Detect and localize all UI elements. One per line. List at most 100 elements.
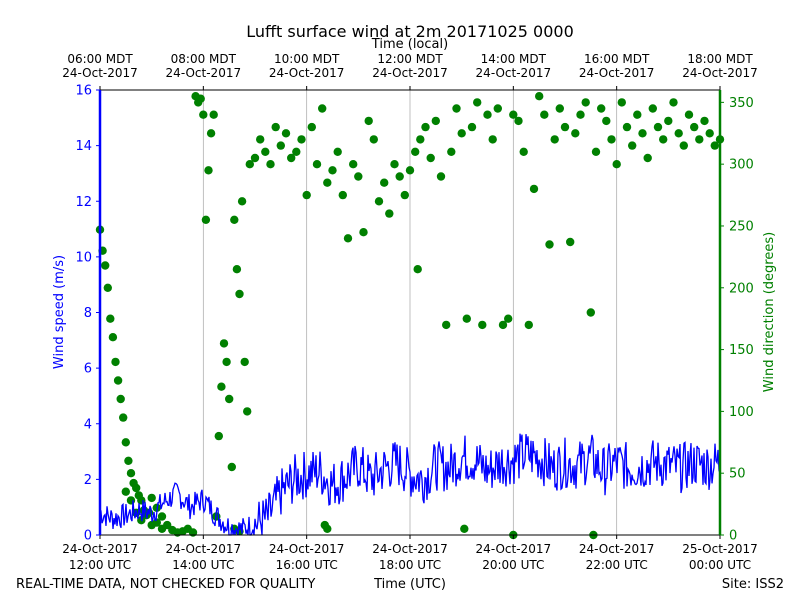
direction-point xyxy=(571,129,580,138)
direction-point xyxy=(219,339,229,348)
top-tick-label: 24-Oct-2017 xyxy=(62,66,138,80)
direction-point xyxy=(359,228,368,237)
direction-point xyxy=(204,166,213,175)
direction-point xyxy=(201,215,211,224)
right-tick-label: 350 xyxy=(729,96,754,111)
direction-point xyxy=(710,141,719,150)
direction-point xyxy=(237,197,247,206)
direction-point xyxy=(460,524,469,533)
right-tick-label: 200 xyxy=(729,281,754,296)
direction-point xyxy=(323,524,332,533)
x-tick-label: 18:00 UTC xyxy=(379,558,441,572)
direction-point xyxy=(157,512,167,521)
direction-point xyxy=(659,135,668,144)
direction-point xyxy=(566,237,575,247)
direction-point xyxy=(622,122,632,132)
direction-point xyxy=(157,524,167,533)
direction-point xyxy=(545,240,554,249)
left-ticks: 0 2 4 6 8 10 12 14 16 xyxy=(75,84,100,544)
x-tick-label: 24-Oct-2017 xyxy=(269,542,345,556)
x-tick-label: 24-Oct-2017 xyxy=(476,542,552,556)
direction-point xyxy=(447,147,456,156)
direction-point xyxy=(586,308,595,317)
x-tick-label: 25-Oct-2017 xyxy=(682,542,758,556)
top-tick-label: 24-Oct-2017 xyxy=(372,66,448,80)
direction-point xyxy=(684,110,694,119)
direction-point xyxy=(633,110,642,119)
direction-point xyxy=(292,147,301,156)
direction-point xyxy=(540,110,549,119)
left-tick-label: 16 xyxy=(75,84,92,99)
direction-point xyxy=(250,153,260,163)
left-tick-label: 8 xyxy=(84,306,92,321)
direction-point xyxy=(121,438,130,447)
direction-point xyxy=(483,110,492,119)
direction-point xyxy=(132,483,141,493)
direction-point xyxy=(281,129,291,138)
right-tick-label: 50 xyxy=(729,467,746,482)
top-tick-label: 18:00 MDT xyxy=(687,52,753,66)
direction-point xyxy=(199,110,208,119)
direction-point xyxy=(380,178,389,187)
direction-point xyxy=(478,320,487,330)
direction-point xyxy=(266,160,275,169)
direction-point xyxy=(240,357,249,367)
direction-point xyxy=(323,178,332,187)
direction-point xyxy=(271,122,280,132)
top-tick-label: 16:00 MDT xyxy=(584,52,650,66)
direction-point xyxy=(524,320,533,330)
direction-point xyxy=(473,98,482,107)
right-ticks: 0 50 100 150 200 250 300 350 xyxy=(720,96,754,544)
direction-point xyxy=(442,320,451,330)
direction-point xyxy=(535,92,544,101)
top-tick-label: 10:00 MDT xyxy=(274,52,340,66)
direction-point xyxy=(679,141,688,150)
direction-point xyxy=(602,116,611,126)
direction-point xyxy=(126,496,136,505)
right-axis-label: Wind direction (degrees) xyxy=(762,232,777,392)
direction-point xyxy=(209,110,218,119)
direction-point xyxy=(690,122,699,132)
direction-point xyxy=(638,129,647,138)
site-label: Site: ISS2 xyxy=(722,577,784,592)
direction-point xyxy=(106,314,115,323)
direction-point xyxy=(509,110,518,119)
direction-point xyxy=(196,94,205,103)
x-tick-label: 22:00 UTC xyxy=(586,558,648,572)
right-tick-label: 0 xyxy=(729,529,737,544)
top-tick-label: 24-Oct-2017 xyxy=(166,66,242,80)
direction-point xyxy=(235,289,244,299)
direction-point xyxy=(333,147,342,156)
direction-point xyxy=(217,382,226,391)
direction-point xyxy=(669,98,678,107)
right-tick-label: 150 xyxy=(729,343,754,358)
direction-point xyxy=(700,116,709,126)
top-tick-label: 12:00 MDT xyxy=(377,52,443,66)
right-tick-label: 100 xyxy=(729,405,754,420)
x-tick-label: 24-Oct-2017 xyxy=(579,542,655,556)
top-tick-label: 06:00 MDT xyxy=(67,52,133,66)
x-axis-label: Time (UTC) xyxy=(373,577,446,592)
top-tick-label: 24-Oct-2017 xyxy=(682,66,758,80)
direction-point xyxy=(230,215,239,224)
left-tick-label: 14 xyxy=(75,139,92,154)
direction-point xyxy=(103,283,113,292)
direction-point xyxy=(457,129,466,138)
direction-point xyxy=(555,104,564,113)
direction-point xyxy=(225,394,234,404)
direction-point xyxy=(617,98,626,107)
footer-disclaimer: REAL-TIME DATA, NOT CHECKED FOR QUALITY xyxy=(16,577,315,592)
left-tick-label: 2 xyxy=(84,473,92,488)
direction-point xyxy=(462,314,471,323)
x-tick-label: 24-Oct-2017 xyxy=(372,542,448,556)
left-tick-label: 6 xyxy=(84,362,92,377)
right-tick-label: 250 xyxy=(729,219,754,234)
direction-point xyxy=(206,129,216,138)
direction-point xyxy=(653,122,663,132)
direction-point xyxy=(411,147,420,156)
direction-point xyxy=(390,160,399,169)
left-tick-label: 0 xyxy=(84,529,92,544)
direction-point xyxy=(581,98,590,107)
direction-point xyxy=(328,166,337,175)
